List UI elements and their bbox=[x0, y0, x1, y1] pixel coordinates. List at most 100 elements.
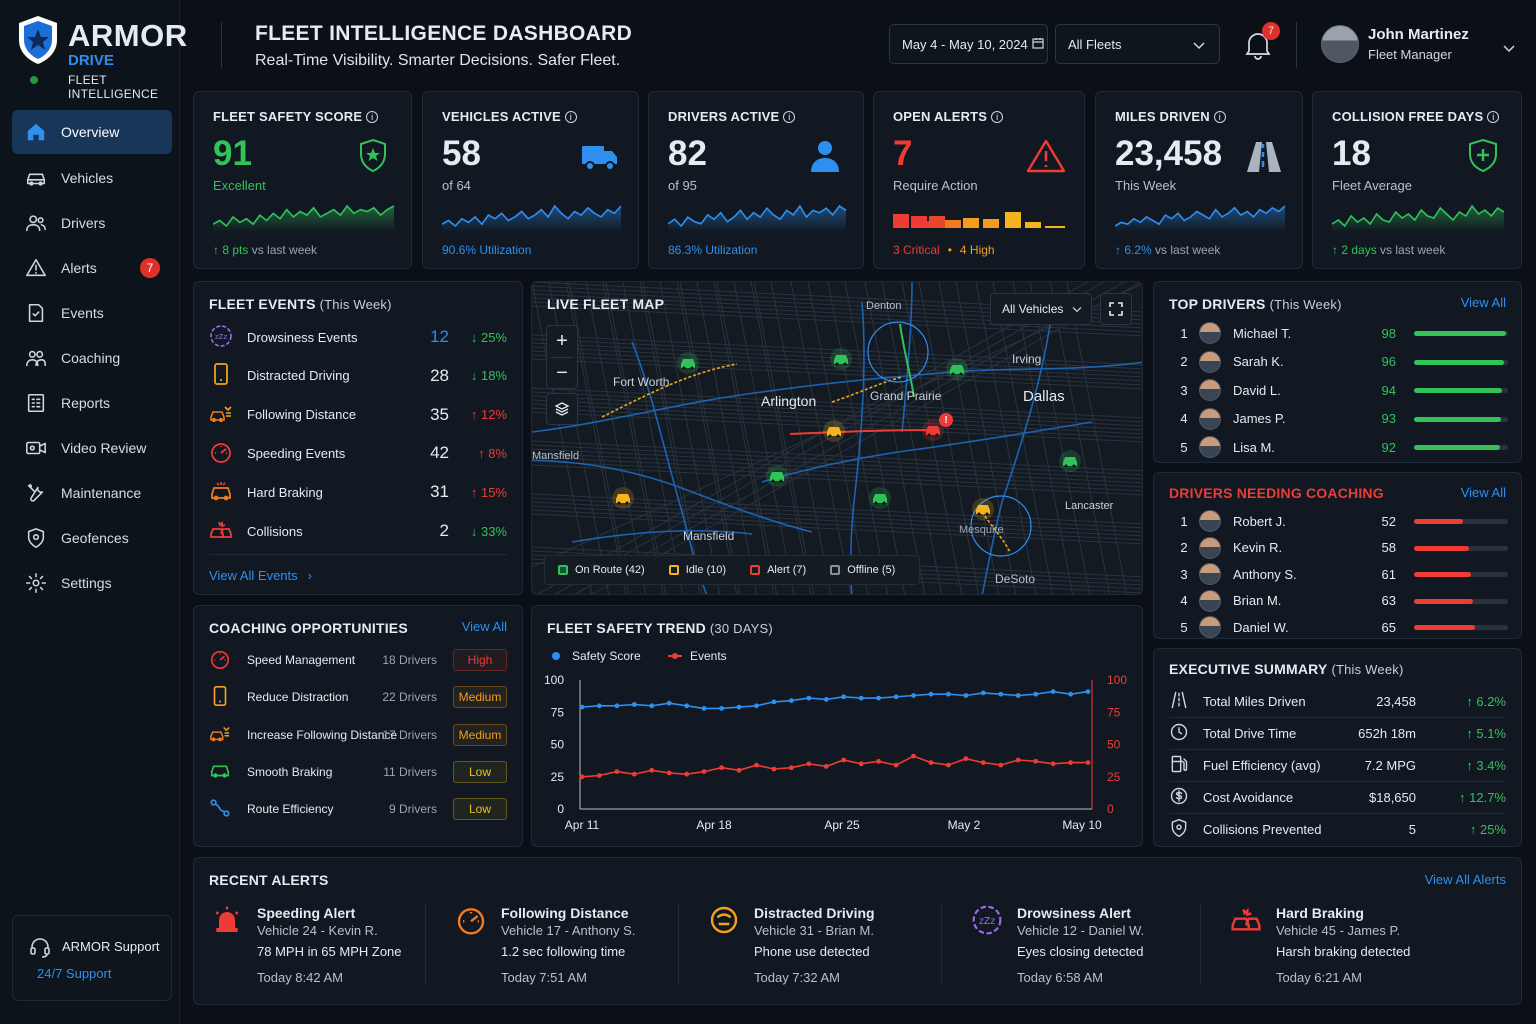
vehicle-marker[interactable] bbox=[823, 420, 845, 442]
event-row-hard-braking[interactable]: Hard Braking 31 ↑ 15% bbox=[209, 479, 507, 505]
summary-row-fuel-efficiency-avg-: Fuel Efficiency (avg) 7.2 MPG ↑ 3.4% bbox=[1169, 751, 1506, 779]
driver-row[interactable]: 3 Anthony S. 61 bbox=[1169, 562, 1508, 586]
driver-row[interactable]: 3 David L. 94 bbox=[1169, 378, 1508, 402]
support-card[interactable]: ARMOR Support 24/7 Support bbox=[12, 915, 172, 1001]
driver-avatar bbox=[1199, 510, 1221, 532]
vehicle-marker[interactable] bbox=[946, 358, 968, 380]
layers-icon[interactable] bbox=[546, 393, 578, 425]
coaching-row-route-efficiency[interactable]: Route Efficiency 9 Drivers Low bbox=[209, 796, 507, 822]
series-line-0 bbox=[581, 690, 1089, 710]
kpi-card-open-alerts[interactable]: OPEN ALERTS i 7 Require Action 3 Critical… bbox=[873, 91, 1085, 269]
sidebar-item-drivers[interactable]: Drivers bbox=[12, 201, 172, 245]
divider bbox=[425, 903, 426, 985]
sidebar-item-settings[interactable]: Settings bbox=[12, 561, 172, 605]
info-icon[interactable]: i bbox=[991, 111, 1004, 123]
user-menu-chevron-icon[interactable] bbox=[1503, 40, 1515, 58]
vehicle-marker[interactable] bbox=[1059, 450, 1081, 472]
event-row-drowsiness-events[interactable]: zZz Drowsiness Events 12 ↓ 25% bbox=[209, 324, 507, 350]
sidebar-item-maintenance[interactable]: Maintenance bbox=[12, 471, 172, 515]
bell-icon[interactable]: 7 bbox=[1244, 22, 1280, 60]
driver-row[interactable]: 2 Sarah K. 96 bbox=[1169, 350, 1508, 374]
vehicle-filter-select[interactable]: All Vehicles bbox=[990, 293, 1092, 325]
score-bar bbox=[1414, 359, 1508, 365]
legend-swatch bbox=[830, 565, 841, 575]
coaching-row-reduce-distraction[interactable]: Reduce Distraction 22 Drivers Medium bbox=[209, 684, 507, 710]
driver-row[interactable]: 5 Daniel W. 65 bbox=[1169, 615, 1508, 639]
event-row-distracted-driving[interactable]: Distracted Driving 28 ↓ 18% bbox=[209, 363, 507, 389]
user-avatar[interactable] bbox=[1321, 25, 1359, 63]
event-row-collisions[interactable]: Collisions 2 ↓ 33% bbox=[209, 518, 507, 544]
vehicle-marker[interactable] bbox=[830, 348, 852, 370]
alert-card-drowsiness-alert[interactable]: zZz Drowsiness Alert Vehicle 12 - Daniel… bbox=[971, 900, 1211, 990]
vehicle-marker[interactable] bbox=[869, 487, 891, 509]
info-icon[interactable]: i bbox=[366, 111, 379, 123]
alert-bar bbox=[1025, 222, 1041, 228]
view-all-coaching-link[interactable]: View All bbox=[1460, 485, 1506, 500]
series-point-1 bbox=[1068, 760, 1073, 765]
info-icon[interactable]: i bbox=[1487, 111, 1500, 123]
event-row-following-distance[interactable]: Following Distance 35 ↑ 12% bbox=[209, 402, 507, 428]
view-all-events-link[interactable]: View All Events › bbox=[209, 568, 312, 583]
sidebar-item-alerts[interactable]: Alerts 7 bbox=[12, 246, 172, 290]
page-title: FLEET INTELLIGENCE DASHBOARD bbox=[255, 22, 633, 45]
info-icon[interactable]: i bbox=[1213, 111, 1226, 123]
coaching-row-increase-following-distance[interactable]: Increase Following Distance 17 Drivers M… bbox=[209, 722, 507, 748]
kpi-card-collision-free-days[interactable]: COLLISION FREE DAYS i 18 Fleet Average ↑ … bbox=[1312, 91, 1522, 269]
vehicle-marker[interactable] bbox=[612, 487, 634, 509]
date-range-picker[interactable]: May 4 - May 10, 2024 bbox=[889, 24, 1048, 64]
vehicle-marker[interactable] bbox=[922, 419, 944, 441]
fullscreen-icon[interactable] bbox=[1100, 293, 1132, 325]
alert-time: Today 7:32 AM bbox=[754, 970, 840, 985]
support-sub[interactable]: 24/7 Support bbox=[37, 966, 112, 981]
legend-label: Safety Score bbox=[572, 649, 641, 663]
alert-card-hard-braking[interactable]: Hard Braking Vehicle 45 - James P. Harsh… bbox=[1230, 900, 1470, 990]
view-all-coaching-opps-link[interactable]: View All bbox=[461, 619, 507, 634]
event-label: Collisions bbox=[247, 523, 303, 539]
driver-row[interactable]: 2 Kevin R. 58 bbox=[1169, 536, 1508, 560]
info-icon[interactable]: i bbox=[564, 111, 577, 123]
info-icon[interactable]: i bbox=[783, 111, 796, 123]
driver-score: 65 bbox=[1381, 619, 1396, 635]
date-range-value: May 4 - May 10, 2024 bbox=[902, 36, 1028, 52]
kpi-card-vehicles-active[interactable]: VEHICLES ACTIVE i 58 of 64 90.6% Utilizat… bbox=[422, 91, 639, 269]
sidebar-item-vehicles[interactable]: Vehicles bbox=[12, 156, 172, 200]
warning-icon bbox=[25, 257, 47, 279]
live-fleet-map-panel[interactable]: LIVE FLEET MAP Fort Worth Arlington Grand … bbox=[531, 281, 1143, 595]
kpi-card-miles-driven[interactable]: MILES DRIVEN i 23,458 This Week ↑ 6.2% vs… bbox=[1095, 91, 1303, 269]
sidebar-item-coaching[interactable]: Coaching bbox=[12, 336, 172, 380]
driver-row[interactable]: 1 Robert J. 52 bbox=[1169, 509, 1508, 533]
series-point-0 bbox=[1015, 693, 1021, 698]
view-all-top-drivers-link[interactable]: View All bbox=[1460, 295, 1506, 310]
zoom-out-button[interactable]: − bbox=[556, 361, 568, 384]
sidebar-item-events[interactable]: Events bbox=[12, 291, 172, 335]
fleet-select[interactable]: All Fleets bbox=[1055, 24, 1220, 64]
kpi-sparkline bbox=[668, 204, 847, 232]
sidebar-item-geofences[interactable]: Geofences bbox=[12, 516, 172, 560]
coaching-row-speed-management[interactable]: Speed Management 18 Drivers High bbox=[209, 647, 507, 673]
alert-card-distracted-driving[interactable]: Distracted Driving Vehicle 31 - Brian M.… bbox=[708, 900, 948, 990]
alert-card-following-distance[interactable]: Following Distance Vehicle 17 - Anthony … bbox=[455, 900, 695, 990]
vehicle-marker[interactable] bbox=[766, 465, 788, 487]
alert-marker-icon[interactable]: ! bbox=[939, 413, 953, 427]
kpi-card-drivers-active[interactable]: DRIVERS ACTIVE i 82 of 95 86.3% Utilizati… bbox=[648, 91, 864, 269]
following-icon bbox=[209, 401, 247, 428]
driver-row[interactable]: 5 Lisa M. 92 bbox=[1169, 435, 1508, 459]
vehicle-marker[interactable] bbox=[677, 352, 699, 374]
sidebar-item-overview[interactable]: Overview bbox=[12, 110, 172, 154]
series-point-1 bbox=[928, 760, 934, 765]
zoom-in-button[interactable]: + bbox=[556, 330, 568, 352]
sidebar-item-video-review[interactable]: Video Review bbox=[12, 426, 172, 470]
kpi-value: 58 bbox=[442, 134, 481, 173]
coaching-row-smooth-braking[interactable]: Smooth Braking 11 Drivers Low bbox=[209, 759, 507, 785]
vehicle-marker[interactable] bbox=[972, 498, 994, 520]
kpi-card-fleet-safety-score[interactable]: FLEET SAFETY SCORE i 91 Excellent ↑ 8 pts… bbox=[193, 91, 412, 269]
driver-row[interactable]: 1 Michael T. 98 bbox=[1169, 321, 1508, 345]
driver-row[interactable]: 4 Brian M. 63 bbox=[1169, 589, 1508, 613]
view-all-alerts-link[interactable]: View All Alerts bbox=[1424, 872, 1506, 887]
coaching-driver-count: 18 Drivers bbox=[382, 653, 437, 667]
alert-card-speeding-alert[interactable]: Speeding Alert Vehicle 24 - Kevin R. 78 … bbox=[211, 900, 451, 990]
event-row-speeding-events[interactable]: Speeding Events 42 ↑ 8% bbox=[209, 440, 507, 466]
sidebar-item-reports[interactable]: Reports bbox=[12, 381, 172, 425]
driver-row[interactable]: 4 James P. 93 bbox=[1169, 407, 1508, 431]
divider bbox=[1200, 903, 1201, 985]
